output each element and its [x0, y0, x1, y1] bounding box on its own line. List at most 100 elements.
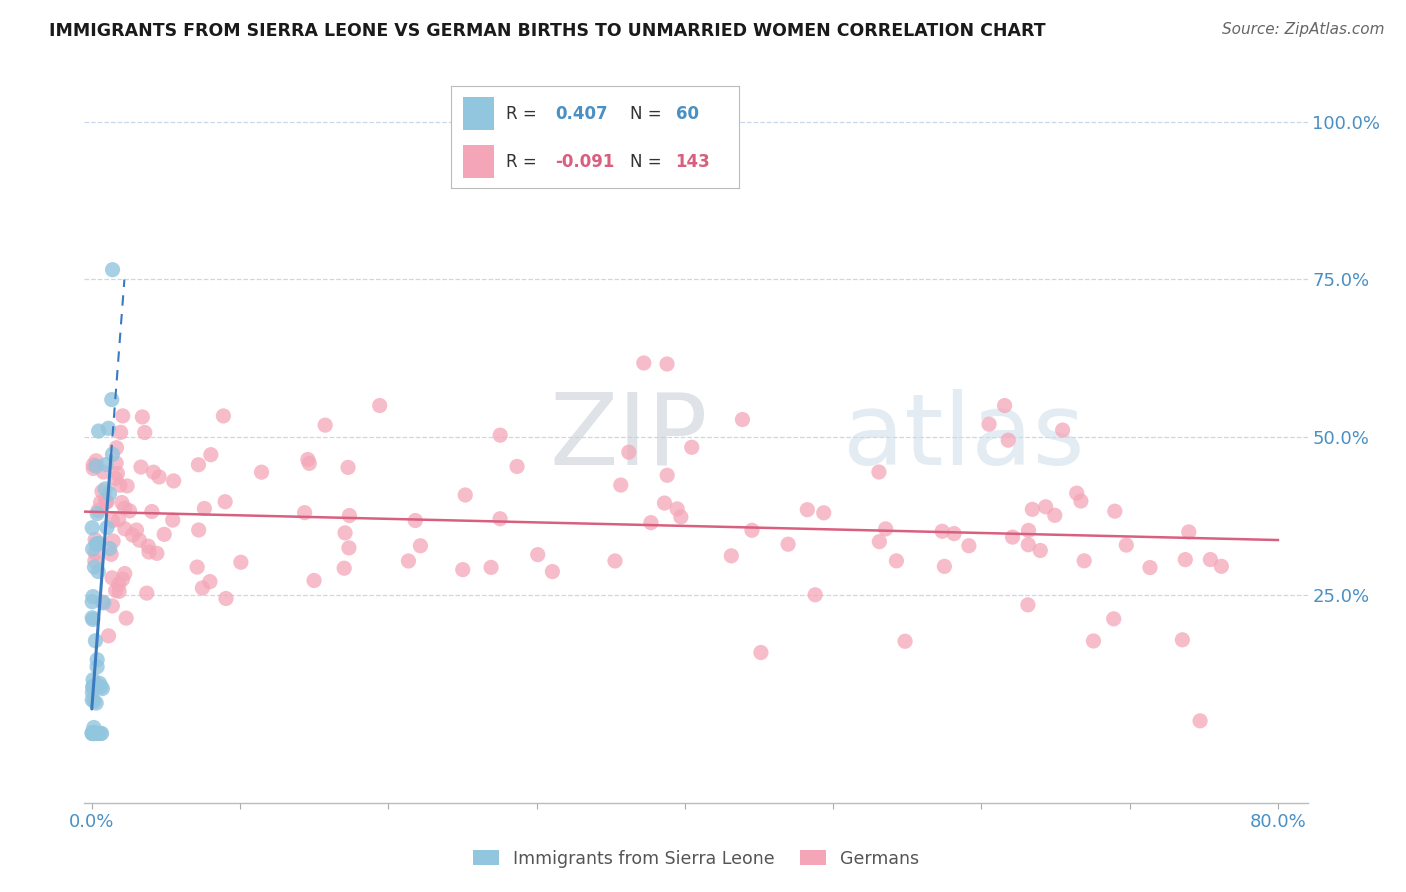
Point — [93, 596, 115, 610]
Point — [128, 533, 150, 548]
Point — [83, 726, 105, 740]
Point — [108, 584, 131, 599]
Point — [83, 726, 105, 740]
Point — [657, 468, 679, 483]
Point — [337, 541, 360, 555]
Point — [107, 577, 129, 591]
Point — [101, 262, 124, 277]
Point — [1199, 552, 1222, 566]
Text: atlas: atlas — [842, 389, 1084, 485]
Point — [107, 513, 129, 527]
Point — [135, 586, 157, 600]
Point — [1178, 524, 1201, 539]
Point — [314, 418, 336, 433]
Point — [82, 726, 104, 740]
Point — [82, 521, 104, 535]
Point — [115, 479, 138, 493]
Point — [84, 726, 107, 740]
Point — [91, 681, 114, 696]
Point — [83, 726, 105, 740]
Point — [134, 425, 156, 440]
Point — [87, 424, 110, 438]
Point — [101, 514, 124, 528]
Point — [868, 534, 890, 549]
Point — [1001, 530, 1024, 544]
Point — [107, 467, 129, 481]
Point — [1102, 612, 1125, 626]
Point — [89, 676, 111, 690]
Point — [200, 448, 222, 462]
Point — [1021, 502, 1043, 516]
Point — [409, 539, 432, 553]
Point — [94, 492, 117, 507]
Point — [368, 399, 391, 413]
Point — [104, 471, 127, 485]
Point — [111, 409, 134, 423]
Point — [114, 566, 136, 581]
Point — [84, 537, 107, 551]
Point — [1211, 559, 1233, 574]
Point — [1018, 524, 1040, 538]
Point — [796, 502, 818, 516]
Point — [83, 560, 105, 574]
Point — [215, 591, 238, 606]
Point — [101, 534, 124, 549]
Point — [153, 527, 176, 541]
Point — [82, 726, 104, 740]
Point — [86, 726, 108, 740]
Point — [934, 559, 956, 574]
Point — [82, 679, 104, 693]
Point — [91, 484, 114, 499]
Point — [101, 599, 124, 613]
Point — [297, 452, 319, 467]
Point — [98, 541, 121, 556]
Point — [337, 460, 360, 475]
Point — [1083, 634, 1105, 648]
Point — [778, 537, 800, 551]
Legend: Immigrants from Sierra Leone, Germans: Immigrants from Sierra Leone, Germans — [465, 843, 927, 874]
Point — [114, 522, 136, 536]
Point — [87, 536, 110, 550]
Point — [193, 501, 215, 516]
Point — [91, 595, 114, 609]
Point — [136, 539, 159, 553]
Point — [138, 545, 160, 559]
Point — [977, 417, 1000, 432]
Point — [97, 421, 120, 435]
Point — [90, 726, 112, 740]
Point — [669, 510, 692, 524]
Point — [813, 506, 835, 520]
Point — [86, 507, 108, 521]
Point — [1066, 486, 1088, 500]
Point — [655, 357, 678, 371]
Point — [83, 721, 105, 735]
Point — [1174, 552, 1197, 566]
Point — [1029, 543, 1052, 558]
Point — [749, 645, 772, 659]
Point — [148, 470, 170, 484]
Point — [198, 574, 221, 589]
Point — [640, 516, 662, 530]
Point — [994, 399, 1017, 413]
Point — [526, 548, 548, 562]
Point — [84, 454, 107, 468]
Point — [82, 685, 104, 699]
Point — [100, 547, 122, 561]
Point — [98, 487, 121, 501]
Point — [141, 504, 163, 518]
Point — [506, 459, 529, 474]
Point — [1035, 500, 1057, 514]
Point — [541, 565, 564, 579]
Point — [617, 445, 640, 459]
Point — [804, 588, 827, 602]
Point — [191, 581, 214, 595]
Point — [83, 726, 105, 740]
Point — [114, 501, 136, 516]
Point — [82, 458, 104, 472]
Point — [82, 612, 104, 626]
Point — [162, 513, 184, 527]
Point — [87, 565, 110, 579]
Point — [93, 465, 115, 479]
Point — [489, 512, 512, 526]
Point — [129, 460, 152, 475]
